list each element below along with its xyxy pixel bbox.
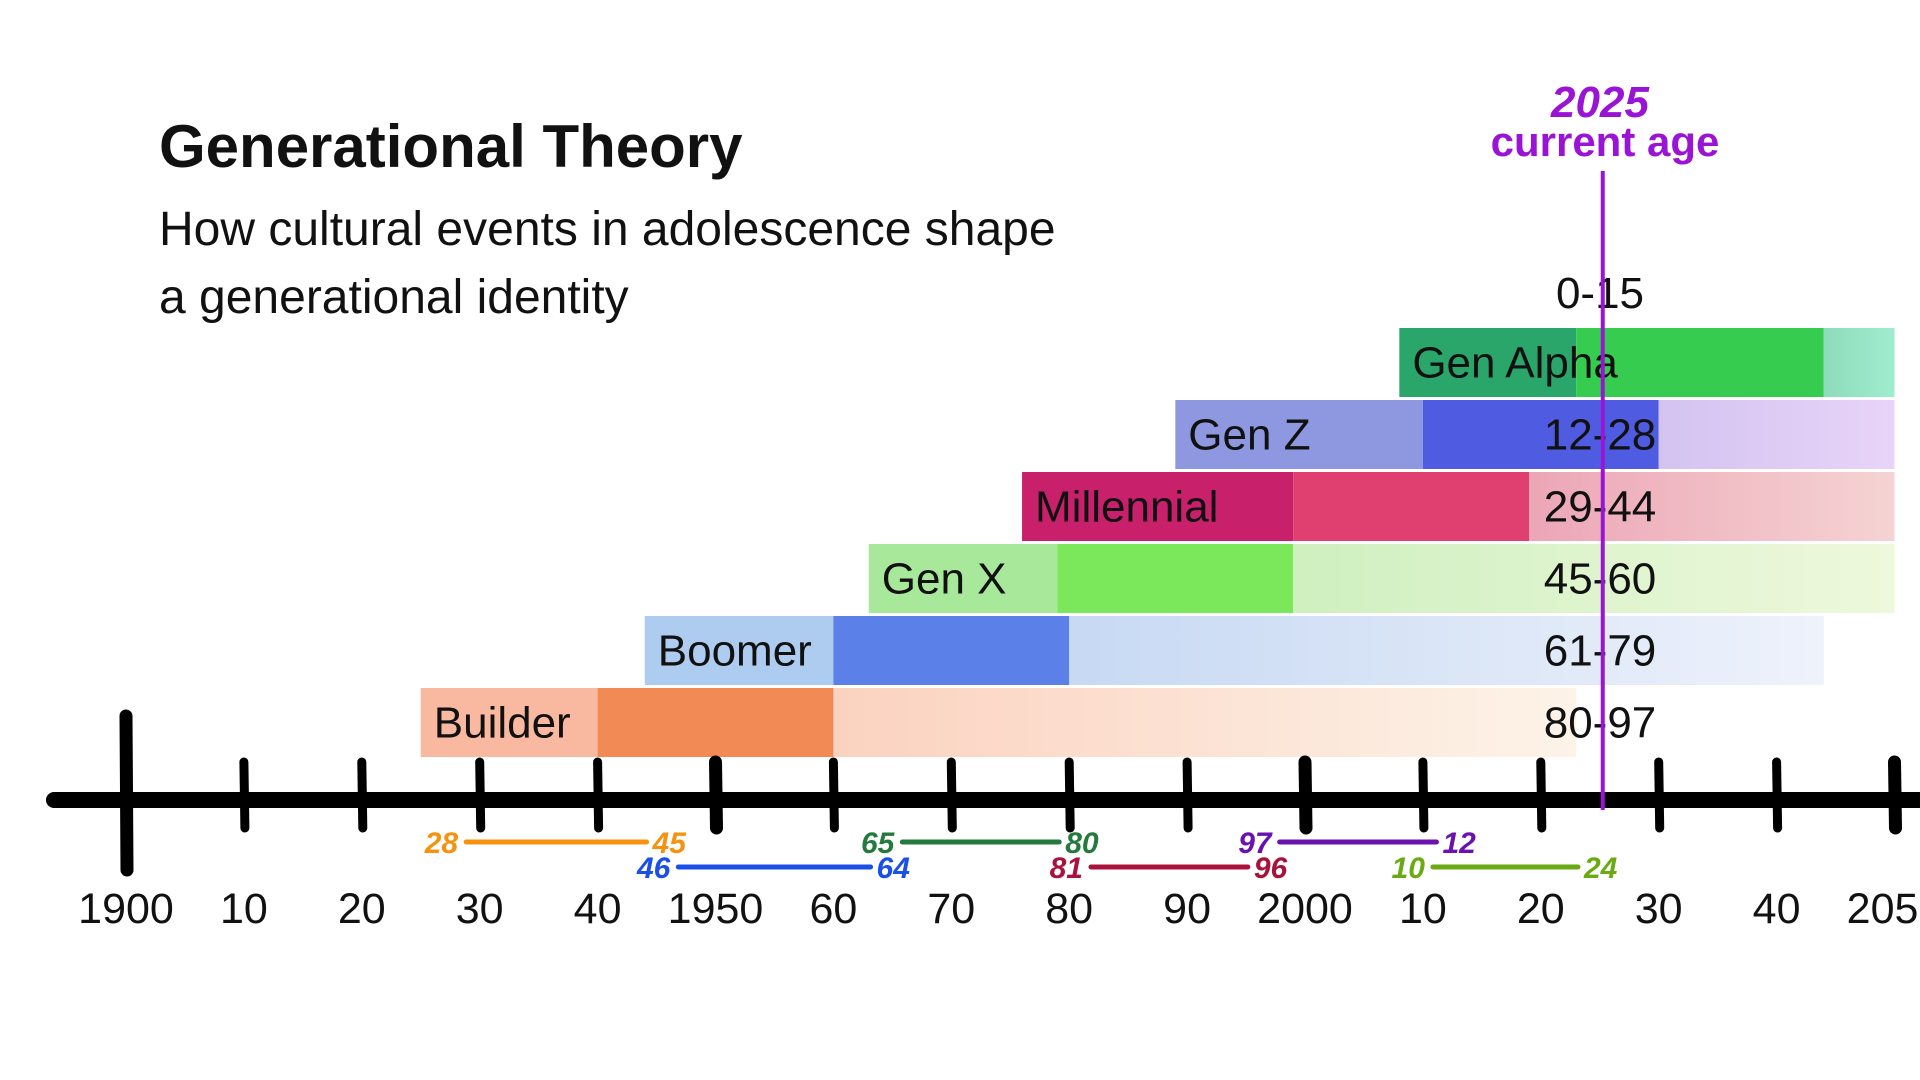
axis-tick bbox=[239, 757, 250, 833]
axis-tick bbox=[709, 755, 723, 835]
bar-fade-0 bbox=[833, 688, 1577, 757]
axis-tick-label: 90 bbox=[1163, 885, 1211, 933]
bar-adolescence-5 bbox=[1576, 328, 1824, 397]
age-range-label: 80-97 bbox=[1544, 699, 1657, 748]
axis-tick-label: 1900 bbox=[78, 885, 174, 933]
axis-tick bbox=[1772, 757, 1783, 833]
birth-start-label: 28 bbox=[424, 827, 459, 860]
bar-fade-2 bbox=[1293, 544, 1895, 613]
bar-early-5 bbox=[1399, 328, 1577, 397]
age-range-label: 12-28 bbox=[1544, 411, 1657, 460]
axis-tick bbox=[946, 757, 957, 833]
current-year-label: 2025 bbox=[1551, 78, 1649, 127]
birth-end-label: 45 bbox=[652, 827, 688, 860]
axis-tick-label: 70 bbox=[927, 885, 975, 933]
page-title: Generational Theory bbox=[159, 113, 743, 180]
age-range-label: 45-60 bbox=[1544, 555, 1657, 604]
axis-tick bbox=[1182, 757, 1193, 833]
generation-label: Gen Z bbox=[1188, 411, 1310, 460]
bar-adolescence-4 bbox=[1422, 400, 1659, 469]
age-range-label: 29-44 bbox=[1544, 483, 1657, 532]
axis-tick bbox=[1418, 757, 1429, 833]
bar-fade-5 bbox=[1823, 328, 1895, 397]
bar-adolescence-1 bbox=[833, 616, 1070, 685]
axis-tick bbox=[828, 757, 839, 833]
birth-end-label: 96 bbox=[1254, 852, 1288, 885]
bar-early-2 bbox=[868, 544, 1058, 613]
bar-fade-3 bbox=[1529, 472, 1895, 541]
axis-tick-label: 2000 bbox=[1257, 885, 1353, 933]
bar-early-0 bbox=[420, 688, 598, 757]
axis-tick-label: 40 bbox=[1753, 885, 1801, 933]
birth-start-label: 65 bbox=[861, 827, 896, 860]
axis-tick-label: 20 bbox=[1517, 885, 1565, 933]
birth-end-label: 24 bbox=[1583, 852, 1618, 885]
bar-fade-4 bbox=[1658, 400, 1895, 469]
axis-tick bbox=[1654, 757, 1665, 833]
current-age-label: current age bbox=[1490, 118, 1720, 165]
axis-tick bbox=[1536, 757, 1547, 833]
axis-tick bbox=[119, 709, 134, 877]
bar-early-1 bbox=[644, 616, 834, 685]
bar-fade-1 bbox=[1069, 616, 1824, 685]
birth-end-label: 64 bbox=[877, 852, 911, 885]
generation-label: Boomer bbox=[658, 627, 812, 676]
birth-start-label: 46 bbox=[636, 852, 671, 885]
axis-tick-label: 30 bbox=[456, 885, 504, 933]
bar-adolescence-3 bbox=[1293, 472, 1530, 541]
generation-label: Gen Alpha bbox=[1412, 339, 1618, 388]
bar-adolescence-0 bbox=[597, 688, 834, 757]
axis-tick-label: 2050 bbox=[1847, 885, 1920, 933]
age-range-label: 61-79 bbox=[1544, 627, 1657, 676]
bar-early-3 bbox=[1022, 472, 1294, 541]
axis-tick bbox=[475, 757, 486, 833]
axis-tick-label: 40 bbox=[574, 885, 622, 933]
axis-tick bbox=[1064, 757, 1075, 833]
age-range-label: 0-15 bbox=[1556, 269, 1644, 318]
axis-tick-label: 10 bbox=[1399, 885, 1447, 933]
page-subtitle: How cultural events in adolescence shape… bbox=[159, 203, 1056, 324]
generation-label: Builder bbox=[434, 699, 571, 748]
axis-tick bbox=[357, 757, 368, 833]
axis-tick-label: 60 bbox=[809, 885, 857, 933]
birth-end-label: 80 bbox=[1065, 827, 1099, 860]
axis-tick bbox=[1888, 755, 1902, 835]
axis-tick-label: 80 bbox=[1045, 885, 1093, 933]
bar-early-4 bbox=[1175, 400, 1423, 469]
axis-tick-label: 10 bbox=[220, 885, 268, 933]
generation-label: Gen X bbox=[882, 555, 1007, 604]
generation-label: Millennial bbox=[1035, 483, 1218, 532]
axis-tick-label: 1950 bbox=[668, 885, 764, 933]
birth-start-label: 97 bbox=[1238, 827, 1273, 860]
birth-start-label: 10 bbox=[1392, 852, 1426, 885]
axis-tick bbox=[593, 757, 604, 833]
axis-tick bbox=[1298, 755, 1313, 835]
axis-tick-label: 30 bbox=[1635, 885, 1683, 933]
axis-tick-label: 20 bbox=[338, 885, 386, 933]
bar-adolescence-2 bbox=[1057, 544, 1294, 613]
birth-end-label: 12 bbox=[1442, 827, 1476, 860]
birth-start-label: 81 bbox=[1050, 852, 1083, 885]
